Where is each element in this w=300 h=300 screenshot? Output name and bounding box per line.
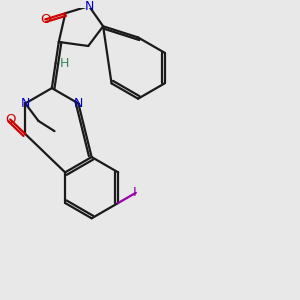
- Text: H: H: [60, 57, 70, 70]
- Text: I: I: [133, 186, 136, 199]
- Text: O: O: [40, 13, 50, 26]
- Text: N: N: [74, 97, 83, 110]
- Text: N: N: [21, 97, 30, 110]
- Text: N: N: [84, 0, 94, 13]
- Text: O: O: [5, 113, 15, 126]
